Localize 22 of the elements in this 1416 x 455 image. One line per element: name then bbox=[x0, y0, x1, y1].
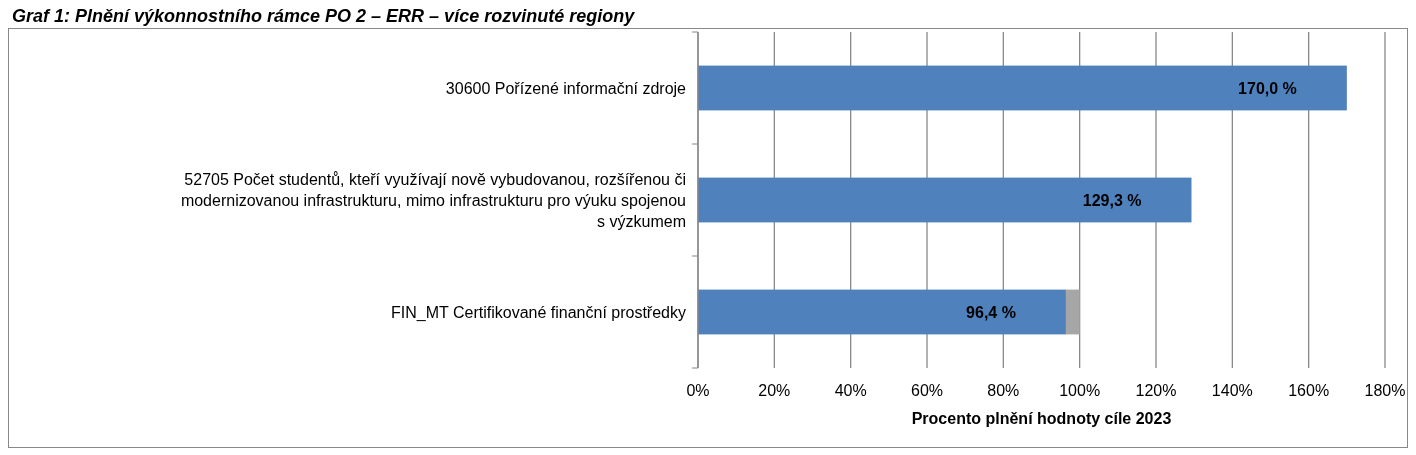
x-tick-label: 60% bbox=[910, 382, 944, 399]
x-tick-label: 160% bbox=[1288, 382, 1330, 399]
x-tick-label: 20% bbox=[758, 382, 791, 399]
x-tick-label: 180% bbox=[1364, 382, 1406, 399]
data-label: 170,0 % bbox=[1238, 79, 1297, 97]
y-tick-label: 52705 Počet studentů, kteří využívají nově vybudovanou, rozšířenou či modernizovanou infrastrukturu, mimo infrastrukturu pro výuku spojenou s výzkumem bbox=[180, 170, 686, 230]
bar bbox=[698, 65, 1347, 111]
bar bbox=[698, 177, 1192, 223]
data-label: 96,4 % bbox=[966, 303, 1016, 321]
x-tick-label: 80% bbox=[987, 382, 1020, 399]
bar bbox=[1065, 289, 1080, 335]
x-tick-label: 120% bbox=[1135, 382, 1177, 399]
bar bbox=[698, 289, 1066, 335]
x-axis-title: Procento plnění hodnoty cíle 2023 bbox=[911, 410, 1172, 427]
x-tick-label: 40% bbox=[834, 382, 867, 399]
data-label: 129,3 % bbox=[1082, 191, 1142, 209]
x-tick-label: 100% bbox=[1059, 382, 1101, 399]
y-tick-label: FIN_MT Certifikované finanční prostředky bbox=[391, 303, 686, 322]
x-tick-label: 140% bbox=[1211, 382, 1253, 399]
x-tick-label: 0% bbox=[686, 382, 710, 399]
text: Graf 1: Plnění výkonnostního rámce PO 2 – ERR – více rozvinuté regiony bbox=[12, 6, 636, 26]
y-tick-label: 30600 Pořízené informační zdroje bbox=[445, 79, 687, 97]
